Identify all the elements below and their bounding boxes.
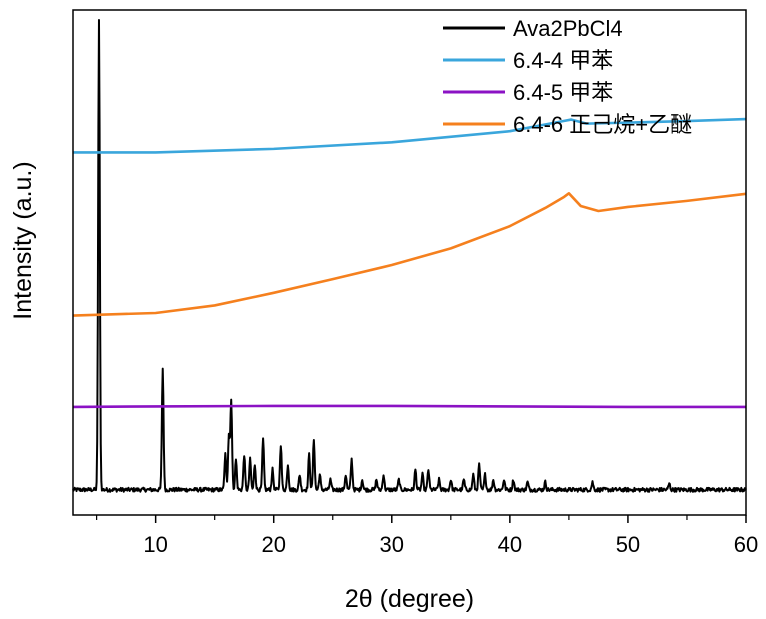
x-axis-title: 2θ (degree) bbox=[345, 585, 474, 613]
series-line bbox=[72, 18, 747, 493]
series-line bbox=[73, 117, 747, 154]
x-tick-label: 60 bbox=[734, 532, 758, 557]
y-axis-title: Intensity (a.u.) bbox=[9, 161, 37, 319]
x-tick-label: 20 bbox=[261, 532, 285, 557]
legend: Ava2PbCl4 6.4-4 甲苯 6.4-5 甲苯 6.4-6 正己烷+乙醚 bbox=[443, 16, 692, 137]
legend-label: 6.4-4 甲苯 bbox=[513, 48, 613, 73]
x-axis-tick-labels: 10 20 30 40 50 60 bbox=[143, 532, 758, 557]
plot-lines bbox=[72, 18, 747, 493]
legend-label: Ava2PbCl4 bbox=[513, 16, 623, 41]
legend-label: 6.4-5 甲苯 bbox=[513, 80, 613, 105]
x-tick-label: 30 bbox=[380, 532, 404, 557]
plot-frame bbox=[72, 9, 747, 516]
series-line bbox=[72, 404, 746, 409]
x-tick-label: 10 bbox=[143, 532, 167, 557]
legend-label: 6.4-6 正己烷+乙醚 bbox=[513, 112, 692, 137]
x-axis-ticks bbox=[96, 515, 747, 523]
x-tick-label: 50 bbox=[616, 532, 640, 557]
x-tick-label: 40 bbox=[498, 532, 522, 557]
series-line bbox=[72, 192, 747, 317]
